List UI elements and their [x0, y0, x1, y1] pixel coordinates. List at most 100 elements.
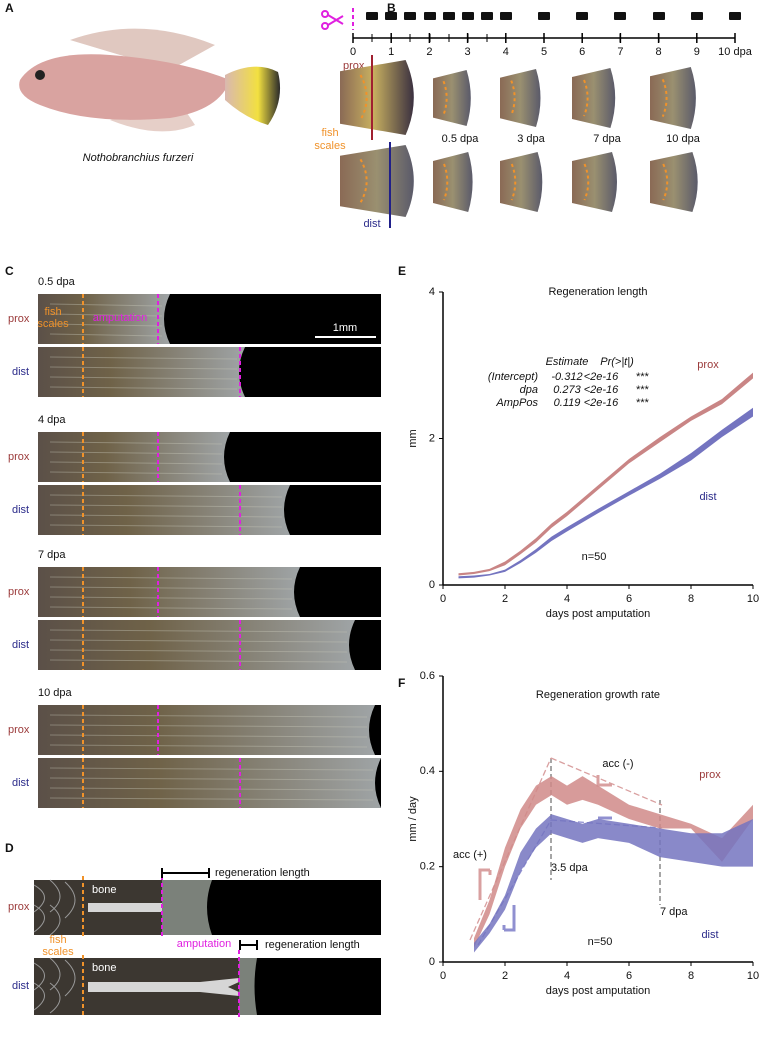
x-tick-label: 6	[626, 593, 632, 605]
x-tick-label: 4	[564, 970, 570, 982]
fin-photo	[340, 60, 414, 135]
timeline-label: 7	[617, 46, 623, 58]
camera-icon	[614, 12, 626, 20]
scale-outline	[583, 79, 589, 117]
scale-outline	[661, 79, 668, 117]
scale-bar-label: 1mm	[333, 322, 357, 334]
camera-icon	[481, 12, 493, 20]
table-cell: -0.312	[551, 371, 582, 383]
annotation: acc (-)	[602, 758, 633, 770]
fin-tissue	[38, 567, 300, 617]
y-tick-label: 0.6	[420, 670, 435, 682]
fin-tissue	[38, 758, 381, 808]
prox-label: prox	[8, 451, 30, 463]
camera-icon	[538, 12, 550, 20]
timeline-label: 4	[503, 46, 509, 58]
panel-label: B	[387, 1, 396, 15]
timepoint-label: 0.5 dpa	[38, 276, 76, 288]
x-axis-label: days post amputation	[546, 608, 651, 620]
table-cell: ***	[636, 384, 650, 396]
fin-ray	[49, 744, 368, 748]
table-cell: (Intercept)	[488, 371, 538, 383]
fin-label: 7 dpa	[593, 133, 621, 145]
y-axis-label: mm / day	[407, 796, 419, 842]
fin-tissue	[38, 705, 375, 755]
fish-scales-label: fish	[321, 127, 338, 139]
fin-ray	[49, 366, 238, 370]
fin-ray	[49, 333, 163, 337]
regeneration-length-label: regeneration length	[215, 867, 310, 879]
dist-label: dist	[363, 218, 380, 230]
dist-label: dist	[12, 980, 29, 992]
fin-ray	[49, 629, 348, 633]
fin-ray	[49, 767, 374, 771]
y-tick-label: 0	[429, 579, 435, 591]
fin-ray	[49, 323, 163, 327]
fin-tissue	[38, 347, 245, 397]
table-cell: 0.273	[553, 384, 581, 396]
table-cell: dpa	[520, 384, 538, 396]
fin-ray	[49, 524, 283, 528]
microscopy-strips: 0.5 dpa prox dist 4 dpa prox dist 7 dpa prox dis…	[8, 276, 381, 808]
table-cell: AmpPos	[495, 397, 538, 409]
camera-icon	[462, 12, 474, 20]
scale-outline	[510, 163, 517, 201]
panel-label: D	[5, 841, 14, 855]
fin-photo	[500, 152, 543, 212]
camera-icon	[729, 12, 741, 20]
scale-outline	[583, 163, 590, 201]
fin-ray	[49, 451, 223, 455]
table-header: Pr(>|t|)	[600, 356, 634, 368]
chart: 0 0.2 0.4 0.6 0 2 4 6 8 10 Regeneration growth rat…	[407, 670, 759, 997]
prox-label: prox	[8, 586, 30, 598]
timeline-label: 5	[541, 46, 547, 58]
band	[474, 814, 753, 953]
fish-illustration	[19, 28, 281, 132]
fin-photo	[572, 68, 616, 128]
camera-icon	[653, 12, 665, 20]
amputation-label: amputation	[177, 938, 231, 950]
x-tick-label: 4	[564, 593, 570, 605]
series-label: prox	[699, 769, 721, 781]
fin-ray	[49, 576, 293, 580]
fin-ray	[49, 494, 283, 498]
camera-icon	[424, 12, 436, 20]
fin-ray	[49, 734, 368, 738]
timeline-label: 8	[656, 46, 662, 58]
camera-icon	[443, 12, 455, 20]
timepoint-label: 4 dpa	[38, 414, 66, 426]
fin-ray	[49, 639, 348, 643]
bone-label: bone	[92, 962, 116, 974]
x-tick-label: 8	[688, 970, 694, 982]
fin-photo	[433, 70, 471, 126]
fin-ray	[49, 303, 163, 307]
species-caption: Nothobranchius furzeri	[83, 152, 194, 164]
x-tick-label: 8	[688, 593, 694, 605]
table-cell: <2e-16	[584, 397, 619, 409]
annotation: 7 dpa	[660, 906, 688, 918]
fin-ray	[49, 586, 293, 590]
fin-ray	[49, 777, 374, 781]
timeline-label: 2	[426, 46, 432, 58]
stats-table: (Intercept) -0.312 <2e-16 ***dpa 0.273 <2e-16…	[488, 371, 649, 409]
timeline-label: 1	[388, 46, 394, 58]
fin-ray	[49, 514, 283, 518]
x-tick-label: 10	[747, 970, 759, 982]
regeneration-length-label: regeneration length	[265, 939, 360, 951]
fin-ray	[49, 606, 293, 610]
fin-label: 3 dpa	[517, 133, 545, 145]
schematic-prox	[33, 868, 381, 937]
fin-photo	[433, 152, 473, 212]
chart-title: Regeneration length	[548, 286, 647, 298]
dist-label: dist	[12, 777, 29, 789]
scale-outline	[443, 163, 449, 201]
fin-photo	[650, 67, 696, 129]
fin-ray	[49, 714, 368, 718]
timeline-label: 10 dpa	[718, 46, 753, 58]
camera-icon	[404, 12, 416, 20]
amputation-label: amputation	[93, 312, 147, 324]
dist-label: dist	[12, 504, 29, 516]
fin-tissue	[38, 432, 230, 482]
prox-label: prox	[8, 901, 30, 913]
